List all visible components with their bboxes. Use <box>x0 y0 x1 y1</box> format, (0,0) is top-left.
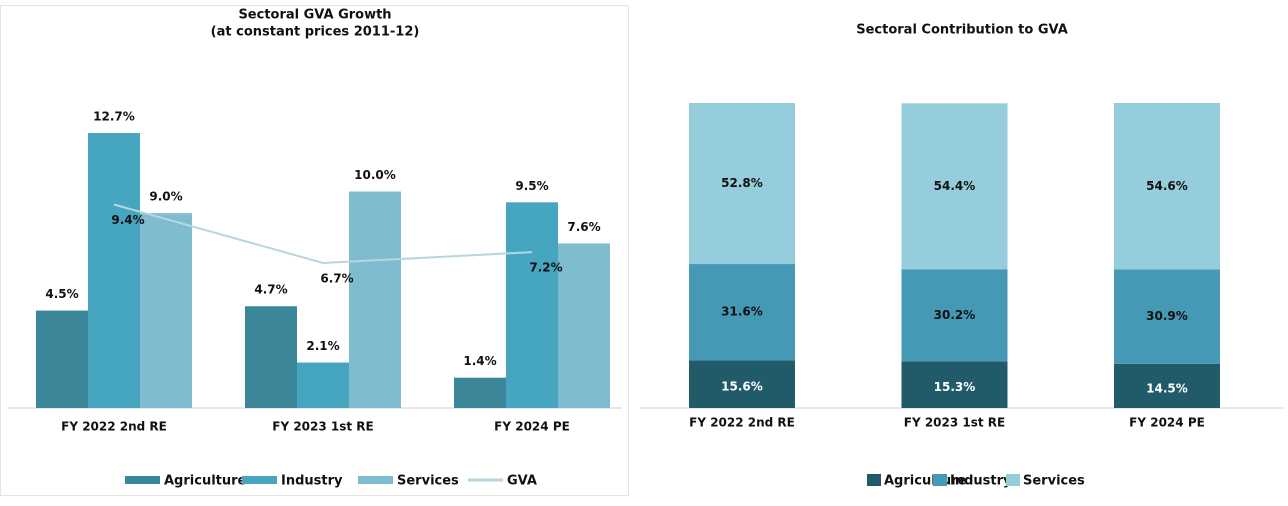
line-label: 9.4% <box>111 213 144 227</box>
bar <box>36 310 88 408</box>
data-label: 12.7% <box>93 110 135 124</box>
legend-swatch <box>242 476 277 484</box>
legend-swatch <box>867 474 881 486</box>
x-tick-label: FY 2023 1st RE <box>272 420 373 434</box>
bar-segment <box>1114 363 1220 408</box>
data-label: 9.0% <box>149 190 182 204</box>
legend-label: GVA <box>507 474 537 489</box>
bar <box>245 306 297 408</box>
bar <box>506 202 558 408</box>
line-label: 7.2% <box>529 261 562 275</box>
bar <box>88 133 140 409</box>
chart-title: Sectoral Contribution to GVA <box>856 23 1068 38</box>
x-tick-label: FY 2023 1st RE <box>904 416 1005 430</box>
legend-swatch <box>933 474 947 486</box>
x-tick-label: FY 2022 2nd RE <box>689 416 795 430</box>
legend-swatch <box>358 476 393 484</box>
legend-label: Agriculture <box>164 474 247 489</box>
data-label: 31.6% <box>721 305 763 319</box>
bar <box>140 213 192 408</box>
data-label: 2.1% <box>306 339 339 353</box>
data-label: 10.0% <box>354 168 396 182</box>
bar-segment <box>689 360 795 408</box>
left-frame <box>0 5 629 496</box>
bar <box>454 377 506 408</box>
legend-label: Services <box>397 474 459 489</box>
data-label: 4.5% <box>45 287 78 301</box>
bar-segment <box>689 103 795 265</box>
chart-title: Sectoral GVA Growth <box>238 8 391 23</box>
legend-label: Industry <box>281 474 343 489</box>
bar <box>349 191 401 408</box>
data-label: 54.4% <box>934 179 976 193</box>
data-label: 15.6% <box>721 380 763 394</box>
legend-label: Services <box>1023 474 1085 489</box>
bar <box>297 362 349 408</box>
data-label: 54.6% <box>1146 179 1188 193</box>
data-label: 15.3% <box>934 380 976 394</box>
legend-label: Industry <box>950 474 1012 489</box>
legend-swatch <box>125 476 160 484</box>
data-label: 1.4% <box>463 354 496 368</box>
data-label: 30.2% <box>934 308 976 322</box>
line-label: 6.7% <box>320 271 353 285</box>
data-label: 7.6% <box>567 220 600 234</box>
chart-subtitle: (at constant prices 2011-12) <box>211 25 420 40</box>
legend-swatch <box>1006 474 1020 486</box>
x-tick-label: FY 2024 PE <box>1129 416 1205 430</box>
bar-segment <box>689 264 795 361</box>
data-label: 9.5% <box>515 179 548 193</box>
bar <box>558 243 610 408</box>
data-label: 30.9% <box>1146 309 1188 323</box>
bar-segment <box>901 361 1008 408</box>
x-tick-label: FY 2024 PE <box>494 420 570 434</box>
bar-segment <box>901 269 1008 362</box>
data-label: 4.7% <box>254 283 287 297</box>
bar-segment <box>1114 103 1220 270</box>
data-label: 14.5% <box>1146 381 1188 395</box>
bar-segment <box>901 103 1008 270</box>
line <box>113 203 533 264</box>
bar-segment <box>1114 269 1220 364</box>
data-label: 52.8% <box>721 176 763 190</box>
x-tick-label: FY 2022 2nd RE <box>61 420 167 434</box>
